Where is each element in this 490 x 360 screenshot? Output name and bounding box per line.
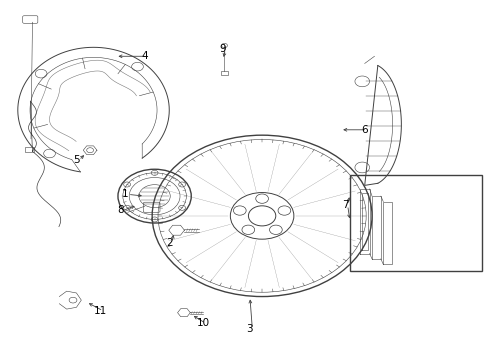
Text: 6: 6 (362, 125, 368, 135)
Text: 3: 3 (246, 324, 253, 334)
Text: 7: 7 (342, 200, 348, 210)
Text: 10: 10 (197, 319, 210, 328)
Text: 2: 2 (166, 238, 172, 248)
Text: 5: 5 (73, 155, 80, 165)
Text: 9: 9 (220, 44, 226, 54)
Bar (350, 175, 482, 271)
Text: 11: 11 (94, 306, 107, 316)
Text: 1: 1 (122, 189, 128, 199)
Text: 8: 8 (117, 206, 123, 216)
Text: 4: 4 (142, 51, 148, 61)
